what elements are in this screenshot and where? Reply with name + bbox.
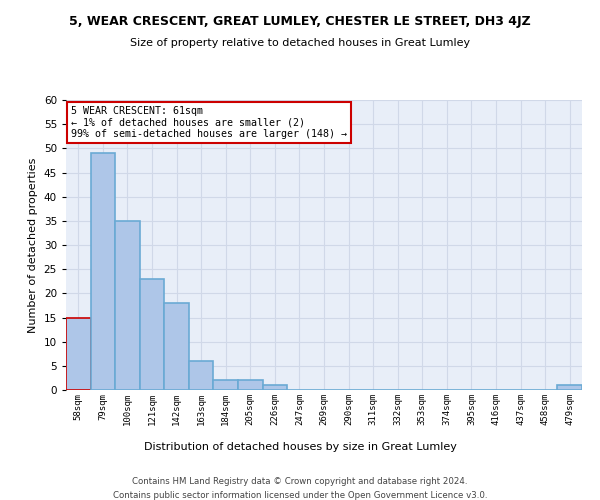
Text: Contains public sector information licensed under the Open Government Licence v3: Contains public sector information licen… — [113, 491, 487, 500]
Text: Contains HM Land Registry data © Crown copyright and database right 2024.: Contains HM Land Registry data © Crown c… — [132, 478, 468, 486]
Text: Distribution of detached houses by size in Great Lumley: Distribution of detached houses by size … — [143, 442, 457, 452]
Bar — [189, 361, 214, 390]
Bar — [66, 318, 91, 390]
Bar — [557, 385, 582, 390]
Text: 5 WEAR CRESCENT: 61sqm
← 1% of detached houses are smaller (2)
99% of semi-detac: 5 WEAR CRESCENT: 61sqm ← 1% of detached … — [71, 106, 347, 139]
Bar — [263, 385, 287, 390]
Bar — [91, 153, 115, 390]
Text: Size of property relative to detached houses in Great Lumley: Size of property relative to detached ho… — [130, 38, 470, 48]
Y-axis label: Number of detached properties: Number of detached properties — [28, 158, 38, 332]
Bar — [164, 303, 189, 390]
Bar — [140, 279, 164, 390]
Text: 5, WEAR CRESCENT, GREAT LUMLEY, CHESTER LE STREET, DH3 4JZ: 5, WEAR CRESCENT, GREAT LUMLEY, CHESTER … — [69, 15, 531, 28]
Bar — [238, 380, 263, 390]
Bar — [115, 221, 140, 390]
Bar — [214, 380, 238, 390]
